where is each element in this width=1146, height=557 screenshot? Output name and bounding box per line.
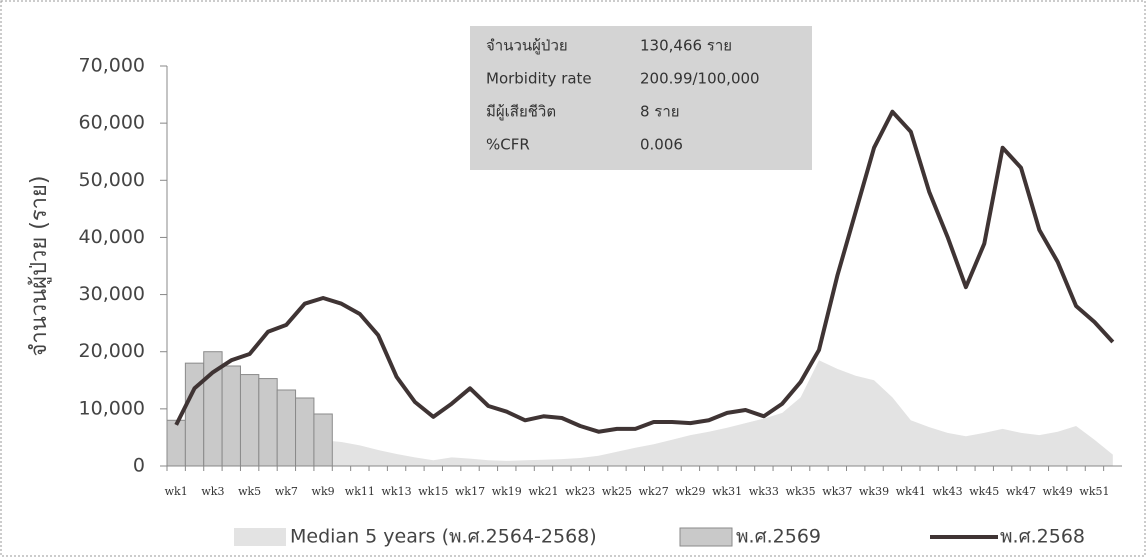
x-tick-label: wk45 <box>969 485 999 498</box>
x-tick-label: wk5 <box>238 485 261 498</box>
bar <box>166 419 186 467</box>
x-tick-label: wk13 <box>382 485 412 498</box>
x-tick-label: wk19 <box>492 485 522 498</box>
y-tick-label: 70,000 <box>79 55 145 77</box>
y-tick-label: 60,000 <box>79 112 145 134</box>
bar <box>258 378 278 467</box>
info-label: %CFR <box>486 136 530 154</box>
legend-swatch <box>679 527 733 547</box>
info-value: 8 ราย <box>640 103 680 121</box>
x-tick-label: wk27 <box>639 485 669 498</box>
info-label: จำนวนผู้ป่วย <box>486 37 568 55</box>
x-tick-label: wk25 <box>602 485 632 498</box>
bar <box>276 389 297 467</box>
x-tick-label: wk15 <box>418 485 448 498</box>
x-tick-label: wk3 <box>201 485 224 498</box>
info-value: 200.99/100,000 <box>640 70 760 88</box>
y-axis-label: จำนวนผู้ป่วย (ราย) <box>27 176 52 357</box>
x-tick-label: wk49 <box>1043 485 1073 498</box>
x-tick-label: wk23 <box>565 485 595 498</box>
y-tick-label: 30,000 <box>79 283 145 305</box>
median-area <box>176 360 1113 466</box>
info-value: 0.006 <box>640 136 683 154</box>
y-tick-label: 40,000 <box>79 226 145 248</box>
x-tick-label: wk17 <box>455 485 485 498</box>
legend-label: พ.ศ.2569 <box>736 526 821 548</box>
x-tick-label: wk47 <box>1006 485 1036 498</box>
x-tick-label: wk35 <box>786 485 816 498</box>
x-tick-label: wk7 <box>275 485 298 498</box>
x-tick-label: wk51 <box>1079 485 1109 498</box>
info-box <box>470 26 812 170</box>
info-label: มีผู้เสียชีวิต <box>486 103 556 121</box>
x-tick-label: wk21 <box>528 485 558 498</box>
y-tick-label: 20,000 <box>79 340 145 362</box>
y-tick-label: 10,000 <box>79 397 145 419</box>
x-tick-label: wk37 <box>822 485 852 498</box>
bar <box>313 413 333 467</box>
info-value: 130,466 ราย <box>640 37 732 55</box>
x-tick-label: wk9 <box>312 485 335 498</box>
x-tick-label: wk43 <box>932 485 962 498</box>
x-tick-label: wk41 <box>896 485 926 498</box>
x-tick-label: wk29 <box>675 485 705 498</box>
x-tick-label: wk1 <box>165 485 188 498</box>
bar <box>239 374 260 467</box>
bar <box>221 365 241 467</box>
legend-label: พ.ศ.2568 <box>1000 526 1085 548</box>
legend-swatch <box>234 528 286 546</box>
x-tick-label: wk11 <box>345 485 375 498</box>
x-tick-label: wk33 <box>749 485 779 498</box>
bar <box>295 397 315 467</box>
info-label: Morbidity rate <box>486 70 592 88</box>
x-tick-label: wk31 <box>712 485 742 498</box>
bar <box>184 362 205 467</box>
x-tick-label: wk39 <box>859 485 889 498</box>
y-tick-label: 50,000 <box>79 169 145 191</box>
line <box>174 109 1115 434</box>
y-tick-label: 0 <box>133 455 145 477</box>
legend-label: Median 5 years (พ.ศ.2564-2568) <box>290 526 597 548</box>
